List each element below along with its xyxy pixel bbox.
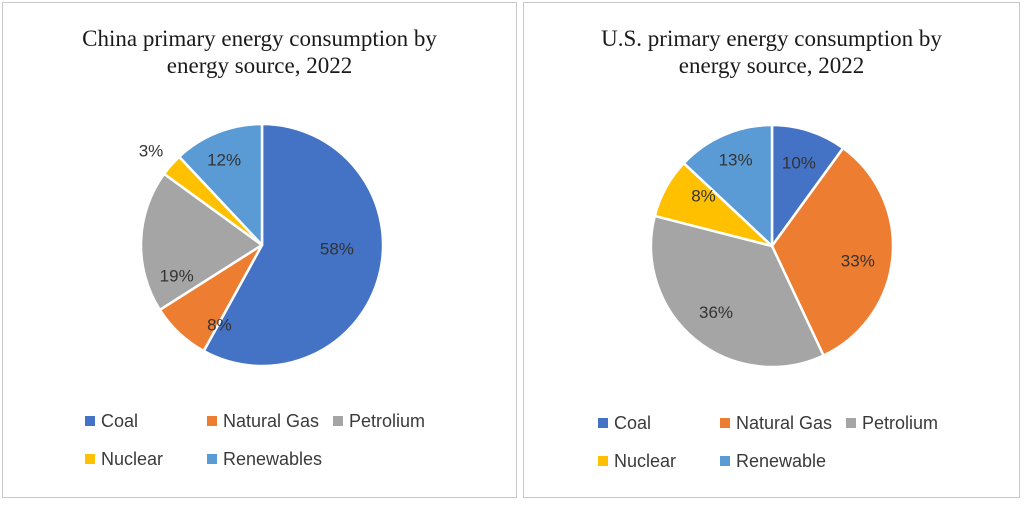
us-slice-natural-gas <box>770 146 895 357</box>
us-slice-label-coal: 10% <box>782 154 816 173</box>
us-slice-label-petrolium: 36% <box>699 303 733 322</box>
us-slice-coal <box>770 123 845 248</box>
china-chart-title-line-2: energy source, 2022 <box>166 53 353 78</box>
us-slice-renewable <box>682 123 774 248</box>
us-chart-title: U.S. primary energy consumption by energ… <box>524 25 1019 79</box>
us-chart-title-line-1: U.S. primary energy consumption by <box>601 26 942 51</box>
china-chart-title: China primary energy consumption by ener… <box>3 25 516 79</box>
us-slice-petrolium <box>649 214 825 369</box>
china-chart-panel: China primary energy consumption by ener… <box>2 2 517 498</box>
china-slice-label-natural-gas: 8% <box>207 316 232 335</box>
china-slice-coal <box>202 122 385 368</box>
china-slice-petrolium <box>139 172 264 312</box>
china-slice-label-coal: 58% <box>320 239 354 258</box>
us-chart-panel: U.S. primary energy consumption by energ… <box>523 2 1020 498</box>
china-pie-chart: 58% 8% 19% 3% 12% <box>139 122 385 368</box>
us-pie-chart: 10% 33% 36% 8%13% <box>649 123 895 369</box>
us-slice-label-nuclear: 8% <box>691 187 716 206</box>
us-slice-label-natural-gas: 33% <box>841 252 875 271</box>
us-chart-title-line-2: energy source, 2022 <box>678 53 865 78</box>
china-slice-label-renewables: 12% <box>207 150 241 169</box>
china-chart-title-line-1: China primary energy consumption by <box>82 26 437 51</box>
us-slice-label-renewable: 13% <box>719 151 753 170</box>
china-slice-renewables <box>177 122 264 247</box>
china-slice-label-petrolium: 19% <box>160 267 194 286</box>
china-slice-label-nuclear: 3% <box>139 142 164 161</box>
